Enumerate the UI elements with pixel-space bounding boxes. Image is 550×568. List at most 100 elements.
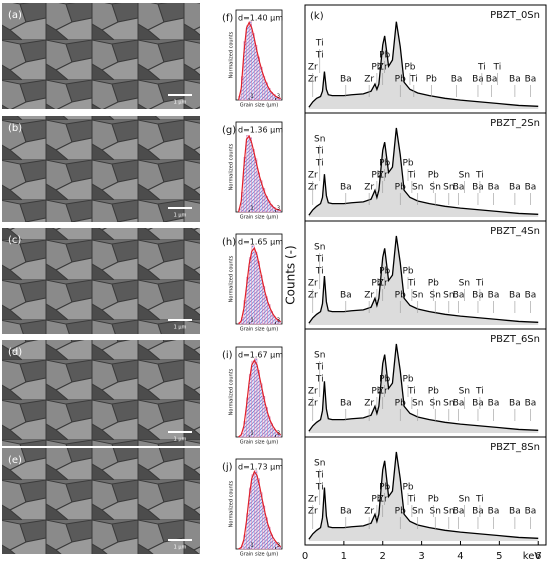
spectra-frame [304,4,547,546]
element-label: Ba [453,507,465,517]
element-label: Zr [308,387,318,397]
element-label: Pb [371,63,382,73]
hist-bar [248,21,252,101]
spectrum-name: PBZT_2Sn [490,118,540,129]
spectrum-name: PBZT_0Sn [490,10,540,21]
y-axis-label: Normalized counts [229,143,235,190]
element-label: Ba [340,75,352,85]
element-label: Pb [404,63,415,73]
element-label: Sn [443,399,454,409]
element-label: Ba [488,183,500,193]
element-label: Sn [443,291,454,301]
element-label: Zr [378,63,388,73]
panel-label: (k) [310,11,324,22]
element-label: Ti [407,387,416,397]
hist-bar [248,137,252,213]
element-label: Ba [472,291,484,301]
element-label: Ti [477,63,486,73]
hist-bar [251,474,255,550]
element-label: Sn [412,291,423,301]
x-axis-label: keV [523,551,542,562]
element-label: Zr [364,507,374,517]
element-label: Zr [364,399,374,409]
hist-bar [256,370,260,438]
element-label: Pb [395,291,406,301]
fit-curve [238,359,281,438]
element-label: Pb [402,483,413,493]
scale-bar-label: 1 μm [174,437,187,443]
element-label: Zr [308,495,318,505]
element-label: Ti [407,495,416,505]
hist-bar [246,135,250,213]
element-label: Pb [371,171,382,181]
element-label: Pb [371,387,382,397]
element-label: Ti [315,51,324,61]
d-label: d=1.36 μm [238,126,283,135]
hist-bar [254,470,258,550]
element-label: Ti [315,159,324,169]
element-label: Ba [453,399,465,409]
element-label: Ti [493,63,502,73]
fit-curve [238,134,281,213]
hist-bar [254,251,258,325]
x-tick-label: 1 [341,551,347,562]
x-tick-label: 1 [251,543,254,549]
element-label: Pb [428,279,439,289]
hist-bar [251,245,255,325]
element-label: Ba [340,507,352,517]
spectrum-line [308,127,539,216]
element-label: Ti [315,267,324,277]
element-label: Sn [412,183,423,193]
panel-label: (g) [222,125,236,136]
x-tick-label: 0 [302,551,308,562]
d-label: d=1.40 μm [238,14,283,23]
x-tick-label: 3 [277,431,280,437]
x-axis-label: Grain size (μm) [240,327,278,333]
element-label: Ti [475,495,484,505]
element-label: Pb [371,279,382,289]
element-label: Sn [459,495,470,505]
element-label: Ba [451,75,463,85]
panel-label: (c) [8,235,21,246]
x-tick-label: 3 [277,206,280,212]
element-label: Pb [428,171,439,181]
hist-bar [248,257,252,325]
element-label: Ba [472,507,484,517]
element-label: Sn [430,399,441,409]
element-label: Ba [453,183,465,193]
spectrum-line [308,451,539,540]
element-label: Ba [525,291,537,301]
element-label: Pb [379,267,390,277]
element-label: Zr [308,171,318,181]
element-label: Ba [472,183,484,193]
element-label: Ti [315,471,324,481]
fit-curve [238,246,281,325]
hist-bar [251,149,255,213]
element-label: Ba [525,507,537,517]
element-label: Sn [412,399,423,409]
element-label: Zr [378,279,388,289]
element-label: Sn [459,279,470,289]
hist-bar [246,25,250,101]
spectrum-area [308,235,539,325]
x-tick-label: 6 [535,551,541,562]
element-label: Pb [379,51,390,61]
x-axis-label: Grain size (μm) [240,215,278,221]
element-label: Ba [525,75,537,85]
spectrum-line [308,21,539,108]
spectrum-area [308,451,539,541]
element-label: Ba [509,183,521,193]
element-label: Ba [453,291,465,301]
hist-bar [272,540,276,550]
y-axis-label: Normalized counts [229,480,235,527]
element-label: Ba [486,75,498,85]
element-label: Ba [340,291,352,301]
element-label: Sn [430,183,441,193]
element-label: Zr [378,495,388,505]
sem-image [2,116,200,222]
fit-curve [238,470,282,550]
element-label: Ba [525,399,537,409]
x-tick-label: 3 [418,551,424,562]
hist-bar [254,358,258,438]
hist-bar [256,478,260,550]
